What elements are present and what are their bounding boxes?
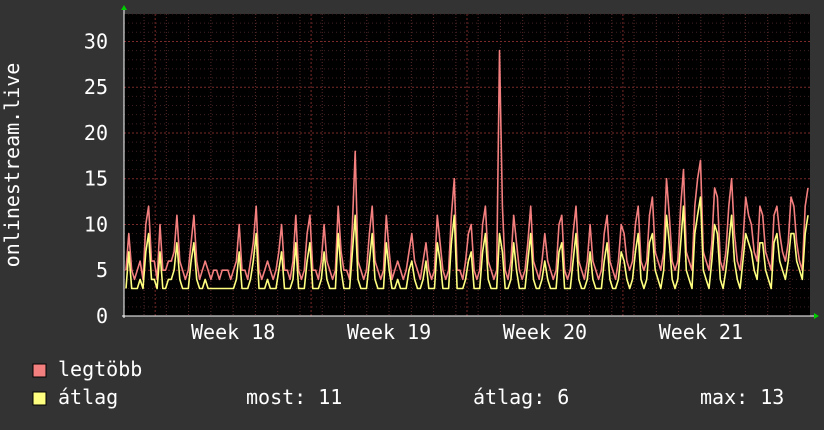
axes	[121, 5, 819, 319]
stat-most: most: 11	[246, 385, 342, 409]
legend: legtöbb átlag most: 11 átlag: 6 max: 13	[32, 357, 784, 409]
x-tick-label: Week 18	[191, 320, 275, 344]
y-tick-label: 10	[84, 212, 108, 236]
legend-label-0: legtöbb	[58, 357, 142, 381]
y-tick-labels: 0 5 10 15 20 25 30	[84, 29, 108, 328]
x-axis-arrow-icon	[814, 313, 819, 319]
series-line-0	[125, 49, 809, 281]
y-axis-label: onlinestream.live	[0, 63, 24, 268]
y-axis-arrow-icon	[121, 5, 127, 10]
y-tick-label: 25	[84, 75, 108, 99]
series-group	[125, 49, 809, 290]
stat-max: max: 13	[700, 385, 784, 409]
x-tick-label: Week 19	[347, 320, 431, 344]
x-tick-label: Week 20	[503, 320, 587, 344]
series-line-1	[125, 196, 809, 290]
y-tick-label: 30	[84, 29, 108, 53]
legend-swatch-0	[32, 363, 47, 378]
x-tick-label: Week 21	[659, 320, 743, 344]
y-tick-label: 5	[96, 258, 108, 282]
y-tick-label: 20	[84, 121, 108, 145]
grid	[124, 13, 810, 317]
x-tick-labels: Week 18 Week 19 Week 20 Week 21	[191, 320, 743, 344]
y-tick-label: 0	[96, 304, 108, 328]
legend-label-1: átlag	[58, 385, 118, 409]
stat-atlag: átlag: 6	[473, 385, 569, 409]
legend-swatch-1	[32, 391, 47, 406]
y-tick-label: 15	[84, 167, 108, 191]
